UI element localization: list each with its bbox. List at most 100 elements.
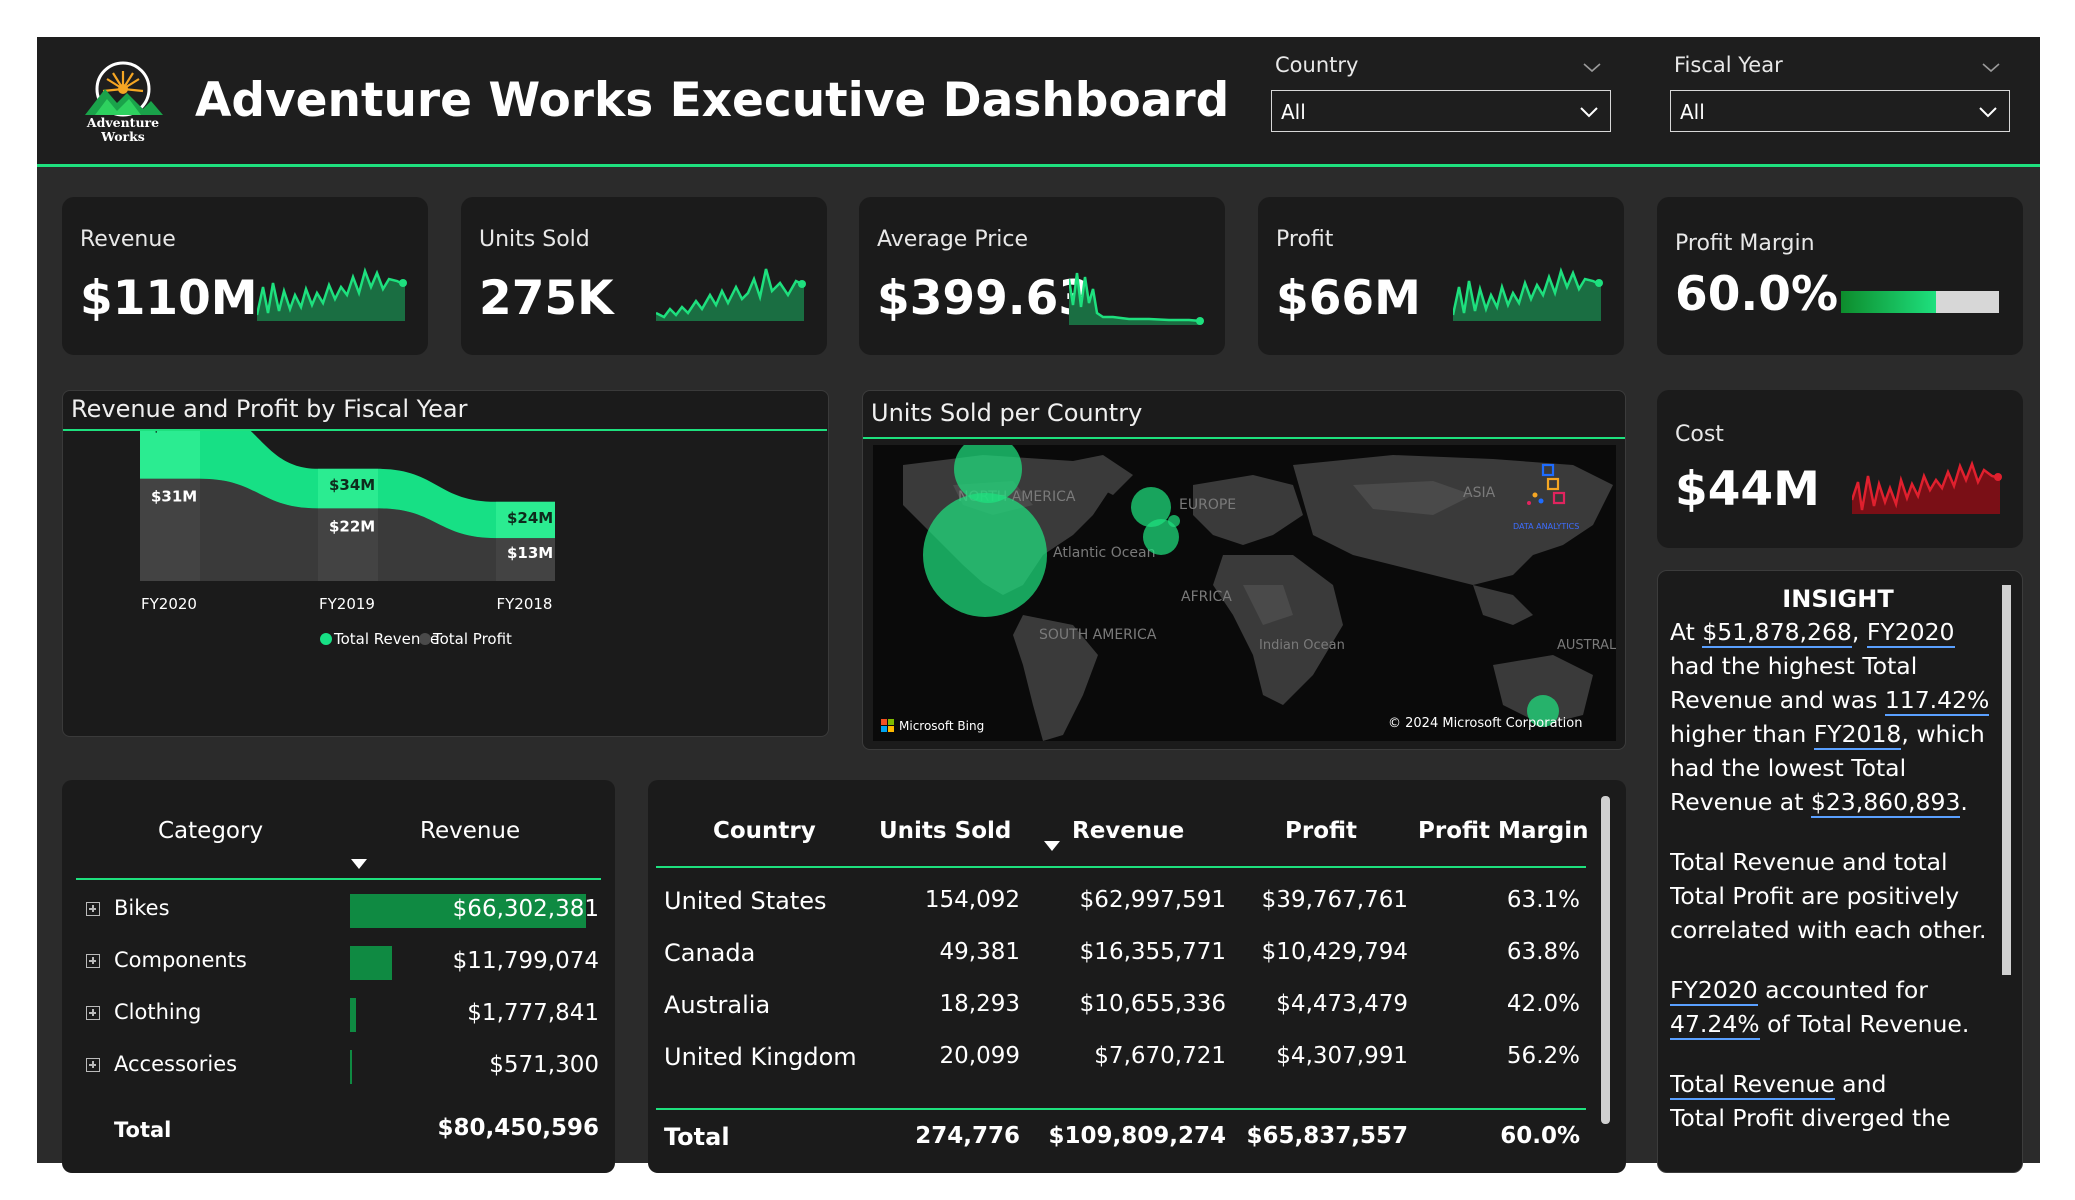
profit-card[interactable]: Profit $66M [1258, 197, 1624, 355]
profit-margin-value: 63.1% [1506, 887, 1580, 913]
category-row[interactable]: Components $11,799,074 [62, 940, 615, 986]
revenue-value: $7,670,721 [1094, 1043, 1226, 1069]
ribbon-revenue-column[interactable] [496, 501, 555, 539]
country-row[interactable]: United States 154,092 $62,997,591 $39,767,7… [648, 879, 1598, 923]
profit-margin-bar [1841, 291, 1999, 313]
header-country[interactable]: Country [713, 818, 816, 844]
header-category[interactable]: Category [158, 818, 264, 844]
map-bubble[interactable] [1131, 487, 1171, 527]
profit-margin-value: 56.2% [1506, 1043, 1580, 1069]
header-bar: Adventure Works Adventure Works Executiv… [37, 37, 2040, 167]
data-analytics-badge: DATA ANALYTICS [1513, 522, 1579, 531]
insight-value[interactable]: $23,860,893 [1810, 788, 1961, 818]
revenue-profit-chart-panel: Revenue and Profit by Fiscal Year $52M $3… [62, 390, 829, 737]
average-price-card[interactable]: Average Price $399.63 [859, 197, 1225, 355]
country-name: United States [664, 887, 827, 915]
header-underline [656, 866, 1586, 868]
ribbon-profit-column[interactable] [140, 478, 200, 581]
expand-icon[interactable] [86, 1058, 100, 1072]
insight-paragraph-3: FY2020 accounted for 47.24% of Total Rev… [1670, 976, 1970, 1040]
profit-data-label: $31M [151, 488, 197, 506]
revenue-profit-ribbon-chart[interactable]: $52M $31M FY2020 $34M $22M FY2019 $24M $13M FY20… [63, 431, 828, 736]
microsoft-bing-logo: Microsoft Bing [881, 719, 984, 733]
average-price-label: Average Price [877, 227, 1029, 252]
sort-descending-icon[interactable] [350, 858, 368, 870]
revenue-data-label: $24M [507, 509, 553, 527]
revenue-value: $10,655,336 [1079, 991, 1226, 1017]
category-total-label: Total [114, 1118, 172, 1142]
revenue-databar [350, 946, 392, 980]
map-label-australia: AUSTRALI [1557, 638, 1616, 653]
insight-title: INSIGHT [1782, 585, 1894, 613]
expand-icon[interactable] [86, 1006, 100, 1020]
chevron-down-icon[interactable] [1578, 101, 1600, 123]
country-row[interactable]: United Kingdom 20,099 $7,670,721 $4,307,991… [648, 1035, 1598, 1079]
country-row[interactable]: Australia 18,293 $10,655,336 $4,473,479 42.0… [648, 983, 1598, 1027]
map-bubble[interactable] [1168, 515, 1180, 527]
header-profit-margin[interactable]: Profit Margin [1418, 818, 1589, 844]
profit-margin-value: 42.0% [1506, 991, 1580, 1017]
map-label-indian-ocean: Indian Ocean [1259, 638, 1345, 653]
cost-label: Cost [1675, 422, 1724, 447]
country-row[interactable]: Canada 49,381 $16,355,771 $10,429,794 63.8% [648, 931, 1598, 975]
category-row[interactable]: Accessories $571,300 [62, 1044, 615, 1090]
header-revenue[interactable]: Revenue [420, 818, 521, 844]
header-revenue[interactable]: Revenue [1072, 818, 1185, 844]
map-bubble[interactable] [954, 445, 1022, 503]
category-row[interactable]: Clothing $1,777,841 [62, 992, 615, 1038]
country-name: Australia [664, 991, 771, 1019]
expand-icon[interactable] [86, 902, 100, 916]
map-label-europe: EUROPE [1179, 497, 1236, 513]
chevron-down-icon[interactable] [1980, 57, 2002, 79]
country-dropdown-value: All [1281, 100, 1306, 124]
insight-panel: INSIGHT At $51,878,268, FY2020 had the h… [1657, 570, 2023, 1173]
units-sold-value: 275K [479, 271, 614, 326]
average-price-sparkline [1069, 272, 1204, 325]
ribbon-revenue-column[interactable] [318, 468, 378, 509]
category-name: Accessories [114, 1052, 238, 1076]
sort-descending-icon[interactable] [1043, 840, 1061, 852]
revenue-card[interactable]: Revenue $110M [62, 197, 428, 355]
chevron-down-icon[interactable] [1977, 101, 1999, 123]
header-underline [76, 878, 601, 880]
table-scrollbar[interactable] [1601, 796, 1610, 1124]
cost-card[interactable]: Cost $44M [1657, 390, 2023, 548]
expand-icon[interactable] [86, 954, 100, 968]
revenue-data-label: $34M [329, 476, 375, 494]
country-total[interactable]: Total 274,776 $109,809,274 $65,837,557 60.0% [648, 1115, 1598, 1159]
profit-margin-value: 63.8% [1506, 939, 1580, 965]
header-profit[interactable]: Profit [1285, 818, 1358, 844]
country-dropdown[interactable]: All [1271, 90, 1611, 132]
x-axis-tick-label: FY2020 [141, 595, 197, 613]
ribbon-revenue-column[interactable] [140, 431, 200, 479]
ribbon-profit-column[interactable] [496, 538, 555, 581]
revenue-value: $109,809,274 [1048, 1123, 1226, 1149]
revenue-databar [350, 1050, 353, 1084]
units-sold-card[interactable]: Units Sold 275K [461, 197, 827, 355]
legend-revenue-label: Total Revenue [333, 630, 439, 648]
insight-value[interactable]: 47.24% [1670, 1010, 1760, 1040]
map-bubble[interactable] [923, 493, 1047, 617]
category-revenue: $1,777,841 [467, 1000, 599, 1026]
header-units-sold[interactable]: Units Sold [879, 818, 1012, 844]
map-bubble[interactable] [1527, 695, 1559, 727]
insight-value[interactable]: $51,878,268 [1702, 618, 1852, 648]
insight-scrollbar[interactable] [2002, 585, 2011, 975]
insight-value[interactable]: 117.42% [1884, 686, 1990, 716]
revenue-value: $16,355,771 [1079, 939, 1226, 965]
insight-value[interactable]: Total Revenue [1670, 1070, 1835, 1100]
map-bubble[interactable] [1143, 519, 1179, 555]
category-name: Clothing [114, 1000, 202, 1024]
ribbon-profit-column[interactable] [318, 508, 378, 581]
category-total-value: $80,450,596 [437, 1115, 599, 1141]
insight-value[interactable]: FY2020 [1866, 618, 1955, 648]
category-row[interactable]: Bikes $66,302,381 [62, 888, 615, 934]
chevron-down-icon[interactable] [1581, 57, 1603, 79]
insight-value[interactable]: FY2018 [1813, 720, 1902, 750]
country-slicer-label: Country [1275, 53, 1359, 77]
fiscal-year-dropdown[interactable]: All [1670, 90, 2010, 132]
units-sold-value: 20,099 [939, 1043, 1020, 1069]
insight-value[interactable]: FY2020 [1670, 976, 1758, 1006]
profit-margin-card[interactable]: Profit Margin 60.0% [1657, 197, 2023, 355]
world-map[interactable]: NORTH AMERICA EUROPE ASIA Atlantic Ocean… [873, 445, 1616, 741]
